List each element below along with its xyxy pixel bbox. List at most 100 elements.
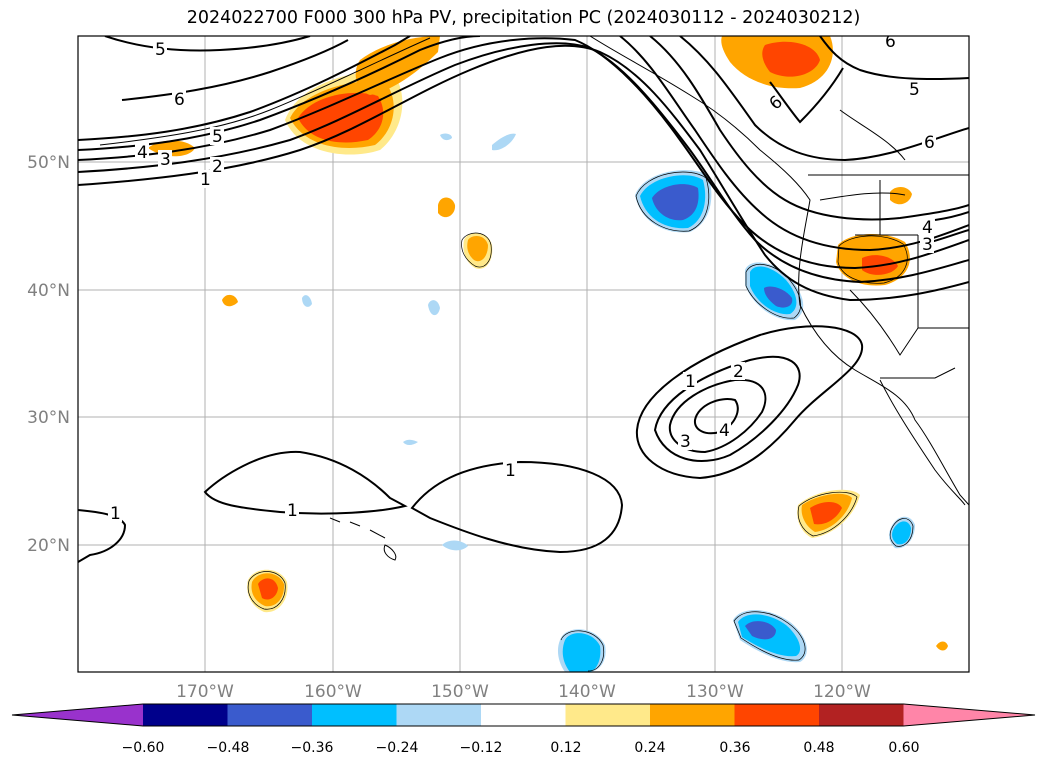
svg-text:2: 2	[212, 157, 223, 177]
svg-text:4: 4	[137, 143, 148, 163]
lon-label: 120°W	[813, 682, 871, 702]
pv-contour-labels: 5 6 6 5 4 3 2 1 6 5 6 4 3 1	[108, 32, 936, 524]
svg-text:1: 1	[110, 504, 121, 524]
svg-text:3: 3	[160, 150, 171, 170]
map-frame	[77, 35, 970, 673]
pv-contour-4-ring	[693, 398, 739, 435]
coastlines	[99, 36, 969, 561]
svg-text:1: 1	[685, 372, 696, 392]
colorbar-segment	[650, 704, 735, 726]
north-america-coastline	[589, 36, 969, 506]
colorbar	[11, 703, 1036, 727]
colorbar-tick-label: 0.60	[888, 740, 919, 756]
colorbar-segment	[143, 704, 228, 726]
pv-contour-6	[121, 39, 349, 101]
pv-contour-6c	[769, 67, 844, 124]
colorbar-tick-label: 0.12	[550, 740, 581, 756]
svg-text:5: 5	[155, 40, 166, 60]
precip-negative-region	[428, 300, 440, 316]
lon-label: 160°W	[304, 682, 362, 702]
svg-text:4: 4	[922, 218, 933, 238]
pv-contour-4	[78, 36, 969, 252]
svg-text:1: 1	[200, 170, 211, 190]
lat-label: 40°N	[27, 281, 70, 301]
svg-text:3: 3	[680, 432, 691, 452]
colorbar-segment	[481, 704, 566, 726]
svg-text:5: 5	[212, 127, 223, 147]
pv-contour-3	[78, 37, 969, 270]
state-border	[819, 192, 906, 201]
precip-positive-region	[936, 641, 948, 651]
pv-contours	[78, 36, 969, 563]
baja-coastline	[879, 379, 966, 506]
pv-contour-5c	[819, 36, 969, 81]
colorbar-segment	[227, 704, 313, 726]
precip-positive-region	[890, 186, 912, 205]
precip-positive-region	[467, 235, 488, 262]
colorbar-tick-label: 0.48	[803, 740, 834, 756]
colorbar-tick-label: −0.48	[207, 740, 250, 756]
pv-contour-1-west-edge	[78, 509, 127, 563]
hawaii-islands	[329, 517, 397, 561]
map-title: 2024022700 F000 300 hPa PV, precipitatio…	[186, 8, 861, 28]
precip-positive-region	[258, 578, 278, 600]
alaska-coastline	[99, 37, 431, 146]
precip-negative-region	[764, 286, 793, 308]
latitude-labels: 50°N 40°N 30°N 20°N	[27, 153, 70, 556]
svg-text:6: 6	[924, 133, 935, 153]
precip-negative-region	[403, 439, 418, 445]
pv-contour-1-hawaii-east	[410, 460, 624, 554]
colorbar-tick-label: −0.12	[460, 740, 503, 756]
precip-positive-region	[438, 197, 456, 218]
precip-negative-region	[892, 521, 911, 545]
state-border	[839, 109, 906, 161]
precip-negative-region	[440, 133, 452, 141]
precip-negative-region	[302, 295, 312, 307]
precip-negative-region	[442, 540, 468, 551]
colorbar-extend-high	[903, 704, 1035, 726]
precip-negative-region	[652, 184, 699, 221]
precip-negative-region	[492, 133, 516, 151]
precip-positive-region	[762, 41, 820, 77]
lat-label: 50°N	[27, 153, 70, 173]
svg-text:6: 6	[885, 32, 896, 52]
lon-label: 170°W	[176, 682, 234, 702]
pv-contour-6b	[679, 36, 969, 162]
svg-text:6: 6	[174, 90, 185, 110]
colorbar-tick-label: 0.36	[719, 740, 750, 756]
longitude-labels: 170°W 160°W 150°W 140°W 130°W 120°W	[176, 682, 871, 702]
precip-negative-region	[745, 621, 776, 640]
svg-text:4: 4	[719, 421, 730, 441]
svg-text:5: 5	[909, 80, 920, 100]
precip-positive-region	[810, 502, 842, 525]
lat-label: 30°N	[27, 408, 70, 428]
pv-contour-1-hawaii-west	[203, 450, 408, 515]
pv-contour-2-ring	[653, 355, 801, 462]
svg-text:1: 1	[505, 461, 516, 481]
colorbar-tick-label: 0.24	[634, 740, 665, 756]
pv-contour-5b	[104, 36, 311, 52]
svg-text:2: 2	[733, 362, 744, 382]
lat-label: 20°N	[27, 536, 70, 556]
svg-text:3: 3	[922, 235, 933, 255]
svg-text:1: 1	[287, 501, 298, 521]
colorbar-segment	[312, 704, 397, 726]
pv-contour-1	[78, 44, 969, 302]
colorbar-outline	[11, 703, 1036, 727]
colorbar-labels: −0.60 −0.48 −0.36 −0.24 −0.12 0.12 0.24 …	[122, 740, 920, 756]
colorbar-tick-label: −0.24	[376, 740, 419, 756]
precip-outlines	[247, 171, 914, 672]
colorbar-segment	[565, 704, 651, 726]
pv-contour-3-ring	[668, 378, 767, 454]
lon-label: 150°W	[431, 682, 489, 702]
colorbar-segment	[734, 704, 820, 726]
pv-contour-1-ring	[635, 325, 864, 480]
pv-contour-4b	[934, 211, 969, 221]
pv-contour-5	[78, 36, 969, 221]
state-border	[880, 367, 956, 379]
colorbar-segment	[819, 704, 904, 726]
colorbar-segment	[396, 704, 482, 726]
colorbar-tick-label: −0.36	[291, 740, 334, 756]
lon-label: 140°W	[558, 682, 616, 702]
